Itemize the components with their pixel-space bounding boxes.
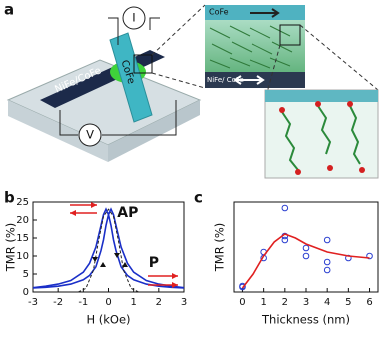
sweep-arrow xyxy=(92,257,98,262)
scatter-point xyxy=(281,204,289,212)
scatter-point xyxy=(323,258,331,266)
annotation: P xyxy=(149,255,159,271)
x-tick-label: -2 xyxy=(53,297,63,308)
sweep-arrow xyxy=(114,253,120,258)
top-electrode xyxy=(109,32,153,123)
inset-arrow-bottom xyxy=(233,75,265,85)
y-tick-label: 10 xyxy=(16,251,29,262)
y-tick-label: 15 xyxy=(16,233,29,244)
sweep-arrow xyxy=(100,262,106,267)
sweep-arrow xyxy=(122,262,128,267)
schematic: I V NiFe/CoFe CoFe CoFe NiFe/ CoFe xyxy=(6,4,379,179)
x-tick-label: 2 xyxy=(282,297,288,308)
wires xyxy=(59,17,177,136)
x-tick-label: -3 xyxy=(28,297,38,308)
line-series xyxy=(32,207,185,289)
arrow-head xyxy=(70,210,76,216)
y-axis-label: TMR (%) xyxy=(213,223,227,273)
panel-label: b xyxy=(4,189,15,207)
x-axis-label: H (kOe) xyxy=(86,313,130,327)
x-tick-label: 2 xyxy=(156,297,162,308)
y-axis-label: TMR (%) xyxy=(4,223,18,273)
molecule-ends xyxy=(279,101,365,175)
zoom-lines xyxy=(151,4,206,89)
plot-frame xyxy=(233,201,379,293)
scatter-point xyxy=(323,236,331,244)
x-tick-label: 6 xyxy=(366,297,372,308)
substrate-side xyxy=(108,100,200,162)
x-tick-label: -1 xyxy=(78,297,88,308)
molecule-chains xyxy=(281,105,361,171)
inset-top-label: CoFe xyxy=(209,8,229,17)
current-meter xyxy=(122,6,146,30)
scatter-point xyxy=(302,244,310,252)
scatter-point xyxy=(323,266,331,274)
molecule-view xyxy=(264,89,379,179)
y-tick-label: 0 xyxy=(23,287,29,298)
x-tick-label: 0 xyxy=(239,297,245,308)
x-tick-label: 4 xyxy=(324,297,330,308)
scatter-point xyxy=(281,236,289,244)
inset-zoom-lines xyxy=(264,24,379,101)
y-tick-label: 20 xyxy=(16,215,29,226)
inset-arrow-top xyxy=(250,8,280,18)
x-tick-label: 0 xyxy=(105,297,111,308)
x-tick-label: 3 xyxy=(181,297,187,308)
scatter-point xyxy=(239,282,246,290)
y-tick-label: 25 xyxy=(16,197,29,208)
molecule-view-top xyxy=(265,90,378,102)
x-tick-label: 5 xyxy=(345,297,351,308)
arrow-head xyxy=(172,273,178,279)
panel-label: c xyxy=(194,189,203,207)
arrow-head xyxy=(172,282,178,288)
y-tick-label: 5 xyxy=(23,269,29,280)
current-label: I xyxy=(132,11,135,25)
x-tick-label: 1 xyxy=(130,297,136,308)
line-series xyxy=(241,233,370,289)
zoom-box xyxy=(133,54,153,74)
voltage-label: V xyxy=(86,128,94,142)
scatter-point xyxy=(366,252,373,260)
inset-zoom-box xyxy=(279,24,301,46)
x-tick-label: 3 xyxy=(303,297,309,308)
inset-bottom-label: NiFe/ CoFe xyxy=(207,76,244,84)
x-axis-label: Thickness (nm) xyxy=(261,313,350,327)
substrate-front xyxy=(8,100,108,162)
panel-label: a xyxy=(4,1,14,19)
scatter-point xyxy=(302,252,310,260)
x-tick-label: 1 xyxy=(260,297,266,308)
inset-molecules xyxy=(209,25,293,69)
arrow-head xyxy=(91,202,97,208)
voltmeter xyxy=(78,123,102,147)
line-series xyxy=(78,208,139,293)
annotation: AP xyxy=(117,205,138,221)
